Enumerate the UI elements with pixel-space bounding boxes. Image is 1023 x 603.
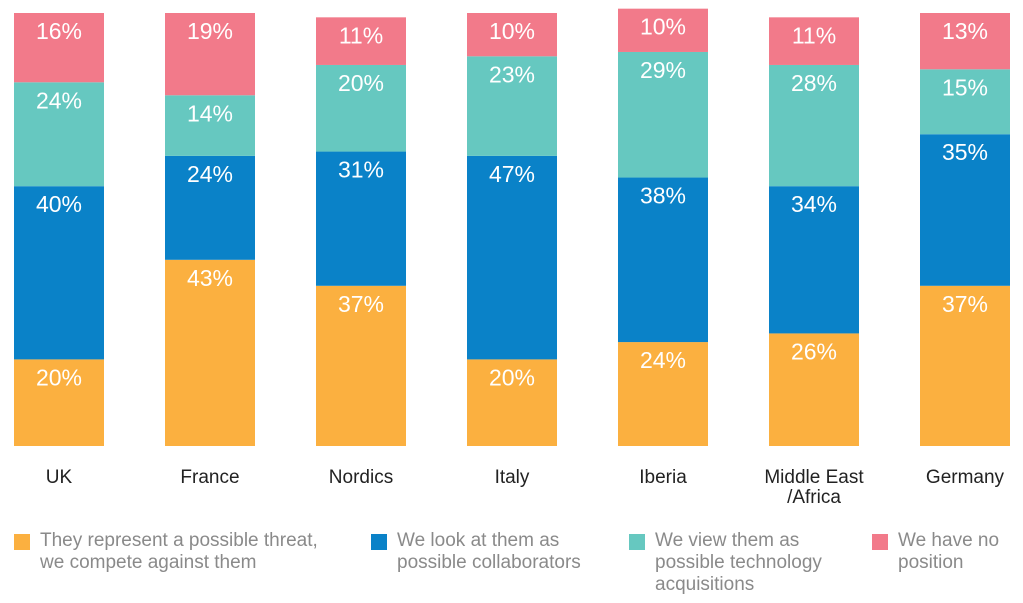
data-label-iberia-collaborators: 38% <box>640 183 686 209</box>
data-label-france-collaborators: 24% <box>187 161 233 187</box>
data-label-france-no-position: 19% <box>187 18 233 44</box>
x-tick-label-middle-east-africa: Middle East/Africa <box>764 467 864 508</box>
data-label-nordics-threat: 37% <box>338 291 384 317</box>
data-label-uk-no-position: 16% <box>36 18 82 44</box>
data-label-france-threat: 43% <box>187 265 233 291</box>
x-tick-label-nordics: Nordics <box>329 467 393 488</box>
bar-italy-acquisitions <box>467 56 557 156</box>
bar-uk-acquisitions <box>14 82 104 187</box>
legend-label-threat: They represent a possible threat, we comp… <box>40 530 318 573</box>
data-label-middle-east-africa-collaborators: 34% <box>791 191 837 217</box>
data-label-germany-acquisitions: 15% <box>942 74 988 100</box>
stacked-bar-chart: 20% 40% 24% 16% UK 43% 24% 14% 19% France 37% 31% 20… <box>14 8 1010 508</box>
bar-france-acquisitions <box>165 95 255 156</box>
bar-uk-threat <box>14 359 104 446</box>
bar-uk-no-position <box>14 13 104 83</box>
data-label-iberia-no-position: 10% <box>640 14 686 40</box>
data-label-italy-acquisitions: 23% <box>489 61 535 87</box>
bar-italy-threat <box>467 359 557 446</box>
bar-germany-no-position <box>920 13 1010 70</box>
bar-middle-east-africa-acquisitions <box>769 64 859 187</box>
legend-label-acquisitions: We view them as possible technology acquis… <box>655 530 822 595</box>
bar-italy-no-position <box>467 13 557 57</box>
legend-swatch-no-position <box>872 534 888 550</box>
legend-swatch-threat <box>14 534 30 550</box>
x-tick-label-iberia: Iberia <box>639 467 687 488</box>
bar-nordics-acquisitions <box>316 64 406 152</box>
bar-france-no-position <box>165 13 255 96</box>
bar-middle-east-africa-no-position <box>769 17 859 65</box>
data-label-middle-east-africa-acquisitions: 28% <box>791 70 837 96</box>
bar-middle-east-africa-collaborators <box>769 186 859 334</box>
bar-iberia-threat <box>618 342 708 446</box>
x-tick-label-uk: UK <box>46 467 73 488</box>
data-label-germany-no-position: 13% <box>942 18 988 44</box>
bar-nordics-threat <box>316 285 406 446</box>
legend-item-no-position: We have no position <box>872 530 999 574</box>
bar-nordics-collaborators <box>316 151 406 286</box>
data-label-uk-threat: 20% <box>36 364 82 390</box>
bar-italy-collaborators <box>467 155 557 360</box>
legend-item-acquisitions: We view them as possible technology acquis… <box>629 530 822 596</box>
data-label-middle-east-africa-no-position: 11% <box>792 22 836 48</box>
data-label-germany-collaborators: 35% <box>942 139 988 165</box>
bar-middle-east-africa-threat <box>769 333 859 446</box>
legend: They represent a possible threat, we comp… <box>0 530 1023 603</box>
bar-nordics-no-position <box>316 17 406 65</box>
data-label-middle-east-africa-threat: 26% <box>791 338 837 364</box>
data-label-nordics-collaborators: 31% <box>338 157 384 183</box>
data-label-nordics-acquisitions: 20% <box>338 70 384 96</box>
bar-iberia-no-position <box>618 8 708 52</box>
data-label-germany-threat: 37% <box>942 291 988 317</box>
legend-swatch-collaborators <box>371 534 387 550</box>
legend-swatch-acquisitions <box>629 534 645 550</box>
data-label-italy-collaborators: 47% <box>489 161 535 187</box>
bar-germany-collaborators <box>920 134 1010 286</box>
bar-iberia-collaborators <box>618 177 708 343</box>
bar-germany-acquisitions <box>920 69 1010 135</box>
data-label-iberia-threat: 24% <box>640 347 686 373</box>
x-tick-label-france: France <box>180 467 239 488</box>
data-label-uk-acquisitions: 24% <box>36 87 82 113</box>
legend-label-no-position: We have no position <box>898 530 1000 573</box>
x-tick-label-germany: Germany <box>926 467 1005 488</box>
data-label-iberia-acquisitions: 29% <box>640 57 686 83</box>
x-tick-label-italy: Italy <box>495 467 530 488</box>
bar-france-collaborators <box>165 155 255 260</box>
data-label-italy-no-position: 10% <box>489 18 535 44</box>
legend-label-collaborators: We look at them as possible collaborators <box>397 530 581 573</box>
legend-item-threat: They represent a possible threat, we comp… <box>14 530 318 574</box>
bar-france-threat <box>165 259 255 446</box>
bar-iberia-acquisitions <box>618 51 708 178</box>
legend-item-collaborators: We look at them as possible collaborators <box>371 530 581 574</box>
data-label-nordics-no-position: 11% <box>339 22 383 48</box>
data-label-france-acquisitions: 14% <box>187 100 233 126</box>
data-label-italy-threat: 20% <box>489 364 535 390</box>
bar-germany-threat <box>920 285 1010 446</box>
data-label-uk-collaborators: 40% <box>36 191 82 217</box>
bar-uk-collaborators <box>14 186 104 360</box>
